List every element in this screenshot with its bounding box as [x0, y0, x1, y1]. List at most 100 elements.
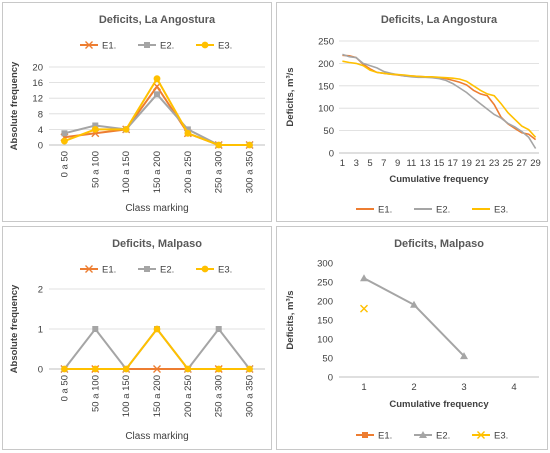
angostura-cum-xtick-label: 23 [489, 158, 500, 169]
malpaso-cum-legend-marker [477, 431, 485, 439]
malpaso-cum-series-e3 [360, 304, 368, 313]
angostura-cum-ytick-label: 150 [318, 81, 334, 92]
malpaso-cum-series-e2 [360, 274, 468, 360]
malpaso-cum-xlabel: Cumulative frequency [389, 399, 489, 410]
angostura-cum-ylabel: Deficits, m³/s [285, 67, 296, 126]
malpaso-cum-legend-marker [362, 432, 368, 438]
angostura-cum-xtick-label: 25 [503, 158, 514, 169]
angostura-freq-point [246, 141, 253, 149]
angostura-freq-legend-marker [85, 41, 93, 49]
malpaso-freq-xtick-label: 0 a 50 [59, 375, 70, 401]
angostura-cum-xtick-label: 1 [340, 158, 345, 169]
angostura-cum-xtick-label: 19 [461, 158, 472, 169]
angostura-cum-series-e1 [342, 54, 537, 141]
malpaso-cum-ytick-label: 100 [317, 335, 333, 346]
angostura-freq-series-line [64, 76, 250, 146]
malpaso-freq-legend-marker [85, 265, 93, 273]
malpaso-freq-point [215, 365, 223, 373]
angostura-cum-xtick-label: 21 [475, 158, 486, 169]
malpaso-freq-ytick-label: 1 [38, 325, 43, 336]
malpaso-freq-ylabel: Absolute frequency [9, 284, 20, 373]
malpaso-cum-xtick-label: 1 [361, 382, 366, 393]
chart-panel-malpaso-cumulative: Deficits, Malpaso 0 50 100 150 200 250 300 1 2 3 4 D… [276, 226, 548, 450]
chart-panel-angostura-cumulative: Deficits, La Angostura 0 50 100 150 200 250 1 3 5… [276, 2, 548, 222]
angostura-freq-legend-label: E3. [218, 41, 232, 52]
malpaso-freq-legend-marker [201, 265, 209, 273]
malpaso-freq-series-e3 [61, 325, 253, 373]
malpaso-freq-ytick-label: 0 [38, 365, 43, 376]
malpaso-freq-point [246, 365, 253, 373]
malpaso-cum-point [410, 300, 418, 308]
angostura-freq-ytick-label: 20 [32, 63, 43, 74]
chart-angostura-frequency: Deficits, La Angostura 0 4 8 12 16 20 0 a 50 50 … [9, 14, 265, 214]
malpaso-cum-xtick-label: 2 [411, 382, 416, 393]
malpaso-freq-xtick-label: 250 a 300 [214, 375, 225, 417]
angostura-freq-xtick-label: 0 a 50 [59, 151, 70, 177]
angostura-cum-series-e3 [342, 60, 537, 138]
angostura-cum-legend-label: E3. [494, 205, 508, 216]
angostura-cum-ytick-label: 250 [318, 37, 334, 48]
angostura-freq-ytick-label: 8 [38, 109, 43, 120]
angostura-freq-point [154, 91, 160, 98]
malpaso-cum-series-line [363, 277, 465, 357]
angostura-freq-ylabel: Absolute frequency [9, 61, 20, 150]
malpaso-cum-ytick-label: 50 [322, 354, 333, 365]
chart-malpaso-frequency: Deficits, Malpaso 0 1 2 0 a 50 50 a 100 100 a … [9, 238, 265, 442]
malpaso-freq-legend-marker [144, 266, 150, 272]
angostura-cum-series-e2 [342, 53, 537, 149]
malpaso-cum-ytick-label: 250 [317, 278, 333, 289]
angostura-cum-xtick-label: 9 [395, 158, 400, 169]
malpaso-cum-point [360, 274, 368, 282]
angostura-cum-xtick-label: 17 [448, 158, 459, 169]
malpaso-freq-series-e2 [61, 326, 253, 372]
angostura-cum-xtick-label: 13 [420, 158, 431, 169]
angostura-cum-ytick-label: 100 [318, 104, 334, 115]
malpaso-freq-xlabel: Class marking [125, 431, 188, 442]
angostura-freq-legend-marker [144, 42, 150, 48]
angostura-cum-ytick-label: 0 [329, 149, 334, 160]
angostura-freq-xtick-label: 250 a 300 [214, 151, 225, 193]
angostura-freq-ytick-label: 16 [32, 78, 43, 89]
malpaso-freq-point [215, 326, 222, 332]
malpaso-freq-point [153, 365, 161, 373]
angostura-freq-point [92, 122, 99, 129]
malpaso-freq-xtick-label: 50 a 100 [90, 375, 101, 412]
angostura-freq-xlabel: Class marking [125, 203, 188, 214]
chart-malpaso-cumulative: Deficits, Malpaso 0 50 100 150 200 250 300 1 2 3 4 D… [285, 238, 539, 442]
angostura-cum-legend-label: E1. [378, 205, 392, 216]
chart-panel-angostura-frequency: Deficits, La Angostura 0 4 8 12 16 20 0 a 50 50 … [2, 2, 272, 222]
malpaso-cum-ytick-label: 0 [328, 373, 333, 384]
malpaso-cum-title: Deficits, Malpaso [394, 238, 484, 250]
angostura-cum-title: Deficits, La Angostura [381, 14, 498, 26]
malpaso-freq-title: Deficits, Malpaso [112, 238, 202, 250]
angostura-cum-ytick-label: 200 [318, 59, 334, 70]
angostura-freq-series-e3 [61, 75, 253, 149]
malpaso-freq-point [184, 365, 192, 373]
malpaso-freq-legend-label: E2. [160, 265, 174, 276]
malpaso-cum-legend-marker [419, 431, 427, 438]
malpaso-freq-ytick-label: 2 [38, 285, 43, 296]
angostura-freq-legend-marker [201, 41, 209, 49]
angostura-freq-legend-label: E1. [102, 41, 116, 52]
angostura-cum-xtick-label: 15 [434, 158, 445, 169]
malpaso-freq-legend-label: E3. [218, 265, 232, 276]
malpaso-cum-legend-label: E2. [436, 431, 450, 442]
chart-panel-malpaso-frequency: Deficits, Malpaso 0 1 2 0 a 50 50 a 100 100 a … [2, 226, 272, 450]
angostura-cum-legend-label: E2. [436, 205, 450, 216]
angostura-freq-xtick-label: 100 a 150 [121, 151, 132, 193]
angostura-freq-point [153, 75, 161, 83]
angostura-freq-point [184, 129, 192, 137]
angostura-freq-point [61, 130, 68, 137]
malpaso-freq-point [153, 325, 161, 333]
angostura-cum-ytick-label: 50 [323, 126, 334, 137]
angostura-freq-title: Deficits, La Angostura [99, 14, 216, 26]
angostura-freq-xtick-label: 300 a 350 [245, 151, 256, 193]
angostura-cum-xlabel: Cumulative frequency [389, 174, 489, 185]
angostura-cum-xtick-label: 27 [516, 158, 527, 169]
malpaso-freq-point [92, 326, 99, 332]
malpaso-freq-xtick-label: 300 a 350 [245, 375, 256, 417]
angostura-cum-xtick-label: 29 [530, 158, 541, 169]
angostura-freq-point [122, 126, 130, 133]
malpaso-freq-legend-label: E1. [102, 265, 116, 276]
